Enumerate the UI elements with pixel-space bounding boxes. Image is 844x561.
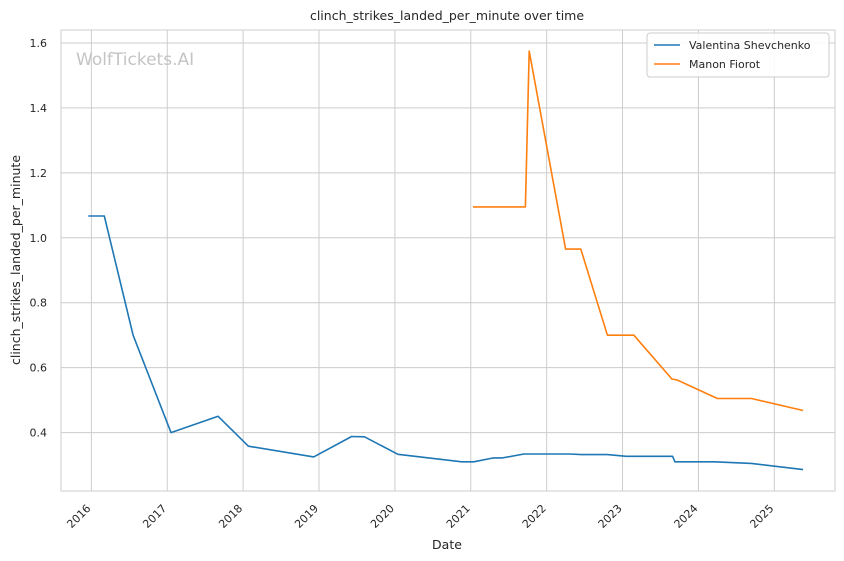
- legend: Valentina Shevchenko Manon Fiorot: [646, 32, 830, 78]
- y-tick-label: 1.0: [30, 232, 48, 245]
- y-tick-label: 1.2: [30, 167, 48, 180]
- grid: [61, 30, 835, 491]
- plot-area-frame: [60, 29, 836, 492]
- legend-box: [646, 32, 830, 78]
- legend-label-series-2: Manon Fiorot: [689, 58, 761, 71]
- y-tick-label: 0.6: [30, 362, 48, 375]
- y-axis-label: clinch_strikes_landed_per_minute: [8, 155, 23, 365]
- y-tick-label: 0.4: [30, 427, 48, 440]
- legend-label-series-1: Valentina Shevchenko: [689, 39, 811, 52]
- series-lines: [88, 50, 804, 471]
- y-tick-label: 1.4: [30, 102, 48, 115]
- y-tick-label: 1.6: [30, 37, 48, 50]
- series-line-1: [88, 215, 804, 471]
- series-line-2: [473, 50, 804, 412]
- y-tick-label: 0.8: [30, 297, 48, 310]
- watermark-text: WolfTickets.AI: [76, 50, 194, 70]
- chart-title: clinch_strikes_landed_per_minute over ti…: [310, 8, 584, 23]
- x-axis-label: Date: [432, 537, 462, 552]
